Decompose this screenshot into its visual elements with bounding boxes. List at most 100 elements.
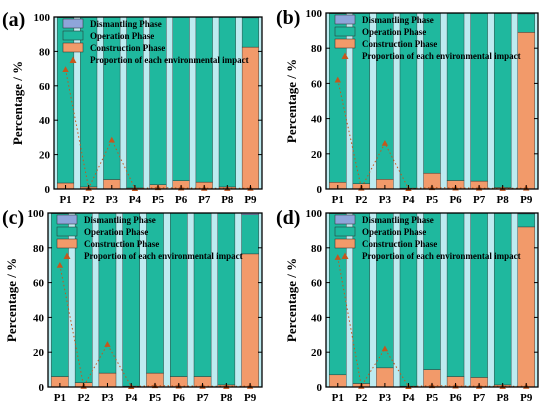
legend-label-dismantling: Dismantling Phase	[90, 19, 162, 29]
bar-operation-p5	[423, 13, 441, 174]
bar-operation-p8	[493, 213, 512, 386]
x-tick-label: P2	[83, 194, 96, 206]
bar-operation-p7	[195, 17, 213, 183]
x-tick-label: P4	[129, 194, 142, 206]
bar-operation-p6	[446, 13, 465, 181]
bar-operation-p5	[146, 213, 164, 374]
y-tick-label: 20	[311, 347, 323, 359]
impact-marker-p3	[108, 136, 115, 143]
y-tick-label: 0	[317, 184, 323, 196]
legend-swatch-operation	[334, 226, 356, 237]
bar-operation-p1	[57, 17, 75, 184]
x-tick-label: P9	[520, 194, 533, 206]
x-tick-label: P3	[101, 392, 114, 404]
y-tick-label: 20	[311, 149, 323, 161]
bar-operation-p9	[241, 17, 259, 48]
bar-operation-p7	[470, 213, 488, 378]
legend: Dismantling Phase Operation Phase Construc…	[56, 214, 243, 261]
legend-swatch-dismantling	[56, 214, 78, 225]
x-tick-label: P1	[59, 194, 71, 206]
legend-swatch-marker	[341, 252, 349, 259]
legend: Dismantling Phase Operation Phase Construc…	[334, 14, 521, 61]
bar-operation-p1	[329, 213, 347, 376]
panel-label: (b)	[276, 7, 300, 29]
impact-marker-p3	[381, 345, 389, 352]
legend-label-marker: Proportion of each environmental impact	[362, 251, 521, 261]
bar-operation-p3	[98, 213, 117, 374]
y-axis-label: Percentage / %	[284, 258, 299, 342]
x-tick-label: P3	[106, 194, 119, 206]
y-tick-label: 60	[33, 278, 45, 290]
legend-swatch-operation	[334, 26, 356, 37]
x-tick-label: P1	[332, 392, 344, 404]
x-tick-label: P8	[221, 194, 234, 206]
legend: Dismantling Phase Operation Phase Construc…	[334, 214, 521, 261]
legend-swatch-operation	[56, 226, 78, 237]
legend-swatch-dismantling	[334, 214, 356, 225]
legend-swatch-dismantling	[334, 14, 356, 25]
legend-swatch-construction	[334, 238, 356, 249]
y-tick-label: 60	[311, 278, 323, 290]
bar-operation-p8	[493, 13, 512, 188]
y-tick-label: 60	[311, 78, 323, 90]
y-tick-label: 80	[311, 243, 323, 255]
panel-c: 0 20 40 60 80 100 P1 P2 P3 P4 P5 P6 P7 P8 P9 Percentage…	[2, 207, 263, 404]
legend-label-construction: Construction Phase	[362, 239, 437, 249]
bar-operation-p3	[103, 17, 121, 180]
legend-swatch-construction	[56, 238, 78, 249]
panel-b: 0 20 40 60 80 100 P1 P2 P3 P4 P5 P6 P7 P8 P9 Percentage…	[276, 7, 539, 206]
legend-label-dismantling: Dismantling Phase	[362, 15, 434, 25]
impact-marker-p1	[334, 76, 341, 83]
legend-label-construction: Construction Phase	[90, 43, 165, 53]
y-axis-label: Percentage / %	[4, 258, 19, 342]
y-tick-label: 80	[33, 243, 45, 255]
x-tick-label: P8	[220, 392, 233, 404]
bar-construction-p9	[241, 253, 259, 388]
legend-label-construction: Construction Phase	[84, 239, 159, 249]
legend-label-marker: Proportion of each environmental impact	[362, 51, 521, 61]
impact-marker-p1	[62, 66, 69, 73]
y-tick-label: 100	[306, 208, 323, 220]
bar-operation-p9	[517, 13, 535, 33]
legend-label-operation: Operation Phase	[362, 27, 426, 37]
x-tick-label: P7	[196, 392, 209, 404]
x-tick-label: P5	[426, 392, 439, 404]
impact-marker-p1	[334, 254, 341, 260]
legend-label-dismantling: Dismantling Phase	[362, 215, 434, 225]
impact-marker-p1	[56, 262, 64, 268]
x-tick-label: P5	[426, 194, 439, 206]
y-tick-label: 40	[39, 115, 51, 127]
legend: Dismantling Phase Operation Phase Construc…	[62, 18, 249, 65]
y-tick-label: 0	[39, 382, 45, 394]
panel-label: (a)	[2, 9, 25, 31]
bar-operation-p1	[51, 213, 69, 377]
impact-marker-p3	[104, 341, 111, 347]
bar-operation-p7	[193, 213, 212, 377]
x-tick-label: P8	[497, 392, 510, 404]
x-tick-label: P4	[125, 392, 138, 404]
x-tick-label: P2	[355, 392, 368, 404]
bar-operation-p9	[241, 214, 259, 255]
legend-label-operation: Operation Phase	[362, 227, 426, 237]
y-tick-label: 20	[39, 150, 51, 162]
x-tick-label: P3	[379, 194, 392, 206]
y-tick-label: 60	[39, 81, 51, 93]
x-tick-label: P6	[175, 194, 188, 206]
y-tick-label: 40	[311, 114, 323, 126]
x-tick-label: P7	[473, 392, 486, 404]
legend-label-marker: Proportion of each environmental impact	[90, 55, 249, 65]
x-tick-label: P1	[332, 194, 344, 206]
bar-operation-p6	[446, 213, 465, 377]
y-axis-label: Percentage / %	[284, 59, 299, 143]
panel-d: 0 20 40 60 80 100 P1 P2 P3 P4 P5 P6 P7 P8 P9 Percentage…	[276, 207, 539, 404]
x-tick-label: P7	[198, 194, 211, 206]
bar-operation-p6	[170, 213, 188, 377]
panel-label: (d)	[276, 207, 300, 229]
bar-operation-p8	[217, 213, 236, 386]
x-tick-label: P9	[520, 392, 533, 404]
y-axis-label: Percentage / %	[10, 61, 25, 145]
legend-swatch-construction	[62, 42, 84, 53]
x-tick-label: P6	[173, 392, 186, 404]
y-tick-label: 40	[33, 312, 45, 324]
